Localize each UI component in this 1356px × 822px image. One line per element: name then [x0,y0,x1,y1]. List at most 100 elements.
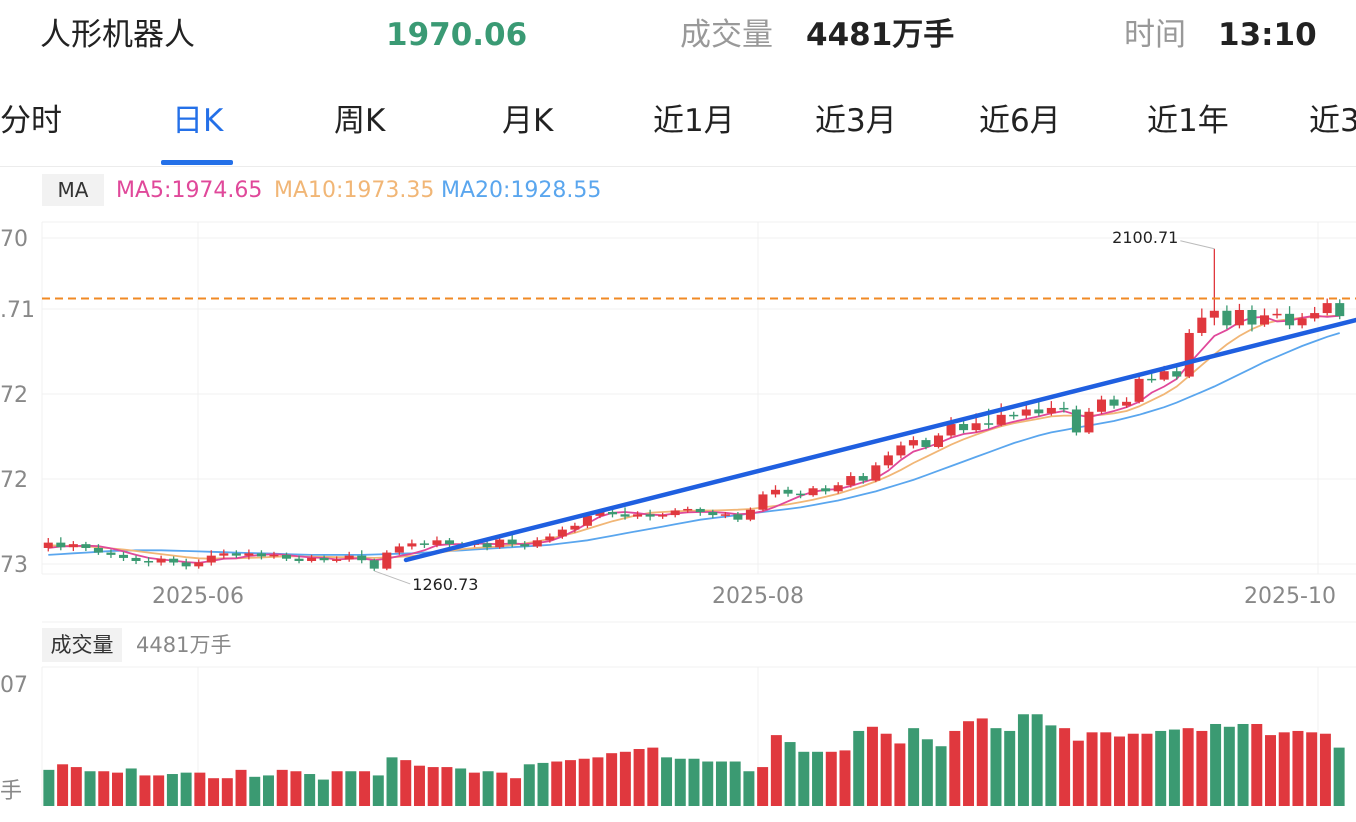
candle-body [507,539,517,545]
volume-bar [510,778,522,806]
volume-bar [1333,747,1345,806]
candle-body [557,529,567,537]
volume-bar [1319,733,1331,806]
ma-selector[interactable]: MA [42,174,104,206]
tab-intraday[interactable]: 分时 [0,103,62,139]
volume-bar [290,771,302,806]
max-price-leader [1180,240,1215,250]
volume-bar [743,771,755,806]
candle-body [382,552,392,569]
price-axis-label: 72 [0,468,28,493]
volume-bar [1017,714,1029,806]
candle-body [620,514,630,517]
tab-weekly-k[interactable]: 周K [334,103,386,139]
tab-monthly-k[interactable]: 月K [502,103,554,139]
candle-body [858,476,868,481]
volume-bar [482,771,494,806]
candle-body [1021,409,1031,416]
volume-bar [317,779,329,806]
candle-body [93,547,103,553]
candle-body [1197,317,1207,333]
volume-bar [166,774,178,806]
volume-bar [1141,733,1153,806]
candle-body [1071,409,1081,433]
current-price: 1970.06 [386,17,528,53]
price-axis-label: 73 [0,553,28,578]
candle-body [1184,332,1194,377]
candle-body [219,553,229,556]
volume-bar [825,751,837,806]
candle-body [131,557,141,561]
candle-body [1322,303,1332,314]
ma10-legend: MA10:1973.35 [274,178,435,203]
candle-body [432,540,442,545]
candle-body [56,542,66,548]
tab-6-months[interactable]: 近6月 [979,103,1061,139]
candle-body [683,508,693,511]
volume-bar [1182,728,1194,806]
tab-3-months[interactable]: 近3月 [815,103,897,139]
ma20-line [48,332,1340,556]
trend-line [403,317,1356,563]
candle-body [81,544,91,548]
volume-bar [729,761,741,806]
volume-bar [359,771,371,806]
tab-daily-k[interactable]: 日K [172,103,224,139]
candle-body [43,542,53,548]
volume-bar [770,735,782,806]
volume-bar [386,757,398,806]
volume-bar [455,768,467,806]
volume-bar [468,772,480,806]
candle-body [783,489,793,494]
candle-body [1084,411,1094,433]
candle-body [1046,407,1056,414]
volume-bar [784,742,796,806]
candle-body [570,525,580,530]
volume-bar [1114,736,1126,806]
volume-bar [674,758,686,806]
candle-body [645,514,655,517]
candle-body [582,515,592,526]
volume-bar [43,769,55,806]
candle-body [871,465,881,481]
volume-bar [112,772,123,806]
candle-body [144,560,154,563]
volume-bar [249,776,261,806]
candle-body [1297,318,1307,326]
volume-bar [702,761,714,806]
volume-bar [592,757,604,806]
candle-body [369,560,379,569]
candle-body [720,514,730,516]
candle-body [896,445,906,456]
tab-1-month[interactable]: 近1月 [653,103,735,139]
volume-bar [1031,714,1043,806]
volume-bar [1086,732,1098,806]
volume-bar [661,757,673,806]
candle-body [971,423,981,431]
candle-body [520,544,530,547]
tab-3-years[interactable]: 近3 [1309,103,1356,139]
date-tick-label: 2025-08 [712,584,804,609]
candle-body [281,554,292,559]
volume-bars [43,714,1345,806]
candle-body [194,562,204,567]
volume-selector[interactable]: 成交量 [42,628,122,662]
candle-body [294,558,304,561]
volume-bar [1306,732,1318,806]
volume-bar [551,761,563,806]
ma20-legend: MA20:1928.55 [441,178,602,203]
volume-bar [908,728,920,806]
date-tick-label: 2025-10 [1244,584,1336,609]
tab-1-year[interactable]: 近1年 [1147,103,1229,139]
candle-body [808,488,818,496]
index-name: 人形机器人 [40,17,195,53]
volume-bar [194,772,206,806]
candle-body [169,558,179,563]
candle-body [1222,310,1232,326]
volume-bar [496,772,508,806]
candle-body [1209,310,1219,318]
candle-body [770,489,781,495]
candle-body [796,493,806,496]
candle-body [206,555,216,563]
